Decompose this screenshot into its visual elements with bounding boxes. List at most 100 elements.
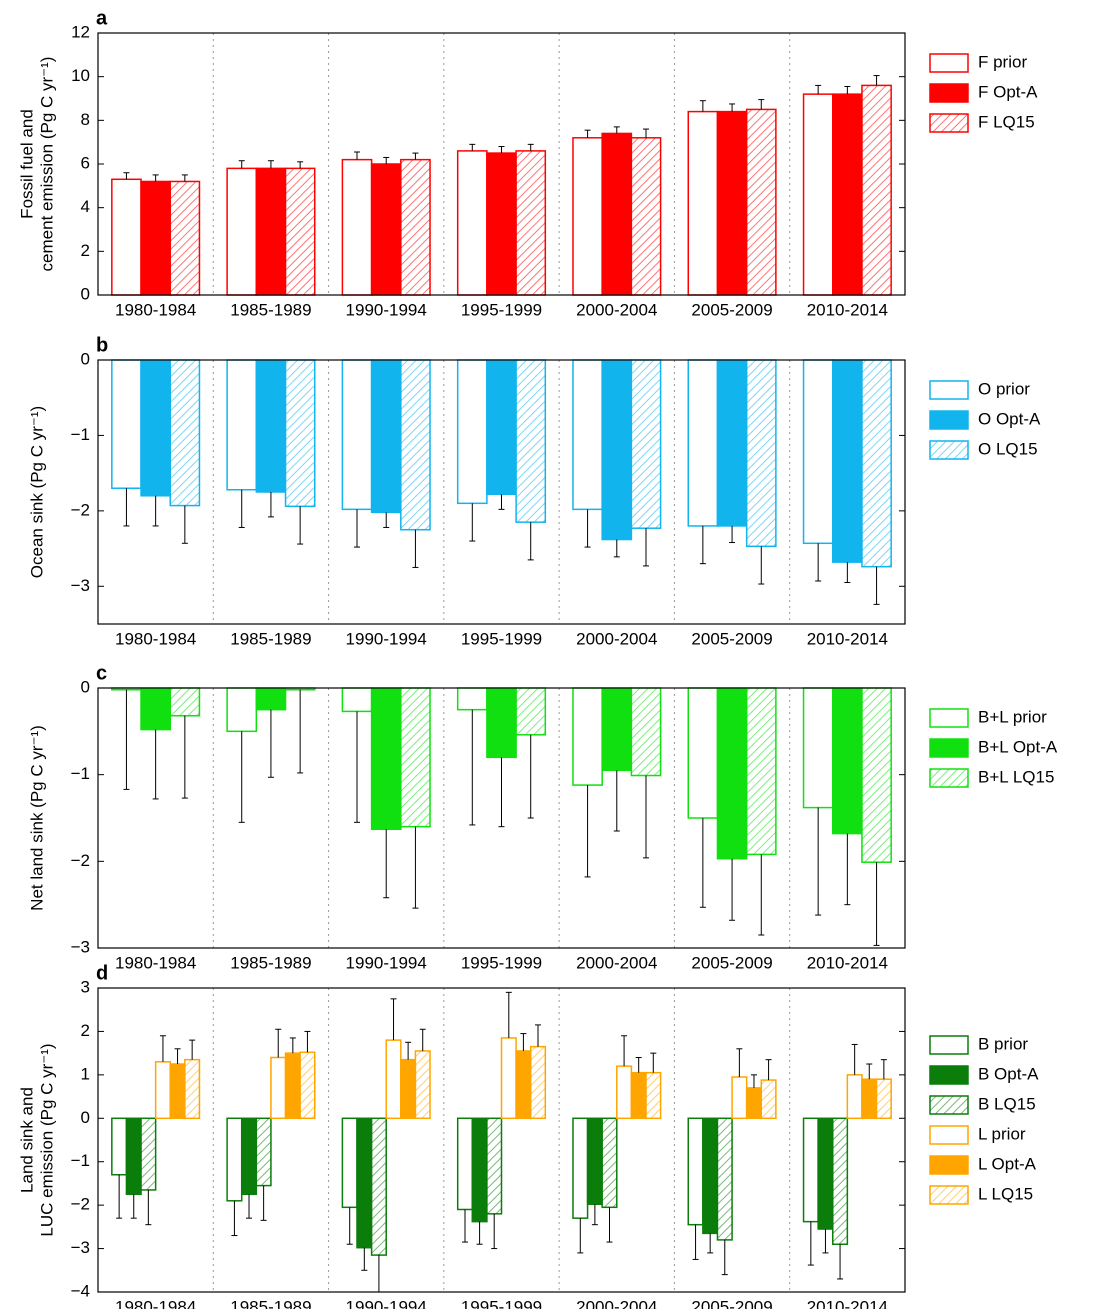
x-tick-label: 1995-1999	[461, 1297, 542, 1309]
bar	[630, 1071, 647, 1120]
y-tick-label: 4	[81, 197, 90, 216]
error-bar	[844, 85, 851, 95]
bar	[169, 180, 201, 296]
error-bar	[469, 143, 476, 151]
bar	[341, 1117, 358, 1209]
bar	[601, 359, 633, 541]
bar	[515, 1050, 532, 1120]
error-bar	[699, 525, 706, 565]
y-tick-label: 8	[81, 110, 90, 129]
bar	[572, 1117, 589, 1219]
legend-label: L prior	[978, 1124, 1026, 1143]
error-bar	[375, 1255, 382, 1293]
error-bar	[260, 1185, 267, 1221]
bar	[745, 359, 777, 548]
x-tick-label: 2005-2009	[691, 629, 772, 648]
error-bar	[354, 509, 361, 548]
error-bar	[123, 689, 130, 790]
legend-swatch	[929, 1035, 969, 1055]
legend-swatch	[929, 410, 969, 430]
error-bar	[267, 160, 274, 169]
legend-label: O prior	[978, 379, 1030, 398]
error-bar	[873, 862, 880, 946]
x-tick-label: 1980-1984	[115, 953, 196, 972]
bar	[486, 1117, 503, 1215]
legend-swatch	[929, 113, 969, 133]
bar	[400, 687, 431, 828]
error-bar	[765, 1059, 772, 1081]
error-bar	[419, 1028, 426, 1051]
legend-label: L LQ15	[978, 1184, 1033, 1203]
y-tick-label: −2	[71, 851, 90, 870]
error-bar	[527, 522, 534, 561]
error-bar	[116, 1174, 123, 1219]
error-bar	[267, 709, 274, 778]
error-bar	[635, 1056, 642, 1073]
error-bar	[130, 1194, 137, 1219]
bar	[572, 687, 603, 786]
bar	[471, 1117, 488, 1223]
bar	[572, 359, 603, 511]
error-bar	[815, 807, 822, 916]
error-bar	[498, 757, 505, 828]
legend-swatch	[929, 1125, 969, 1145]
bar	[456, 150, 488, 296]
bar	[140, 1117, 157, 1191]
bar	[687, 110, 719, 296]
y-axis-label: Land sink and	[17, 1087, 36, 1193]
error-bar	[692, 1224, 699, 1260]
legend-swatch	[929, 1185, 969, 1205]
error-bar	[880, 1059, 887, 1080]
bar	[370, 687, 402, 831]
bar	[716, 687, 748, 860]
error-bar	[297, 689, 304, 774]
x-tick-label: 1980-1984	[115, 1297, 196, 1309]
legend-label: F LQ15	[978, 112, 1035, 131]
bar	[716, 1117, 733, 1241]
error-bar	[412, 826, 419, 909]
error-bar	[354, 711, 361, 823]
x-tick-label: 1980-1984	[115, 629, 196, 648]
bar	[226, 359, 258, 491]
plot-frame	[97, 687, 906, 949]
error-bar	[606, 1207, 613, 1243]
error-bar	[405, 1041, 412, 1060]
bar	[486, 152, 517, 296]
error-bar	[238, 731, 245, 823]
bar	[875, 1078, 892, 1120]
error-bar	[642, 528, 649, 567]
bar	[745, 1087, 763, 1120]
bar	[832, 93, 863, 296]
bar	[861, 84, 892, 296]
error-bar	[527, 734, 534, 819]
error-bar	[390, 998, 397, 1041]
error-bar	[346, 1207, 353, 1245]
error-bar	[621, 1035, 628, 1067]
bar	[226, 687, 258, 733]
error-bar	[267, 492, 274, 518]
error-bar	[189, 1039, 196, 1060]
error-bar	[231, 1200, 238, 1237]
error-bar	[815, 84, 822, 95]
error-bar	[491, 1213, 498, 1250]
bar	[760, 1079, 777, 1120]
bar	[716, 110, 748, 296]
error-bar	[476, 1221, 483, 1245]
error-bar	[758, 546, 765, 585]
error-bar	[866, 1063, 873, 1080]
bar	[572, 137, 603, 296]
x-tick-label: 1985-1989	[230, 1297, 311, 1309]
y-tick-label: 2	[81, 1021, 90, 1040]
error-bar	[591, 1204, 598, 1226]
plot-frame	[97, 987, 906, 1293]
y-tick-label: 0	[81, 349, 90, 368]
y-axis-label: cement emission (Pg C yr⁻¹)	[37, 57, 56, 272]
bar	[356, 1117, 373, 1249]
error-bar	[758, 854, 765, 936]
bar	[832, 359, 863, 563]
error-bar	[383, 512, 390, 528]
bar	[140, 180, 171, 296]
panel-label: a	[96, 7, 108, 29]
bar	[284, 167, 316, 296]
bar	[169, 1063, 186, 1120]
